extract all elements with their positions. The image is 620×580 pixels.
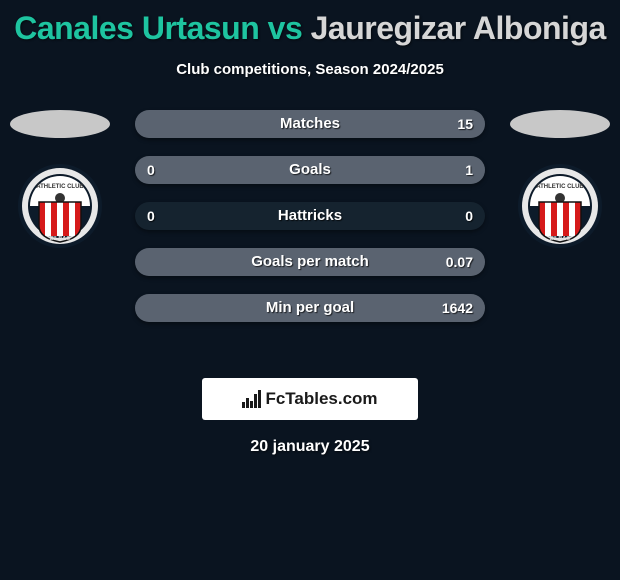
vs-separator: vs <box>259 10 310 46</box>
watermark-badge: FcTables.com <box>202 378 418 420</box>
stat-label: Hattricks <box>135 202 485 230</box>
stat-value-right: 15 <box>457 110 473 138</box>
stat-row: Goals0 1 <box>135 156 485 184</box>
player1-name: Canales Urtasun <box>14 10 259 46</box>
stat-value-right: 0 <box>465 202 473 230</box>
player1-avatar-placeholder <box>10 110 110 138</box>
player2-avatar-placeholder <box>510 110 610 138</box>
stat-value-right: 0.07 <box>446 248 473 276</box>
stat-value-left: 0 <box>147 202 155 230</box>
stat-value-right: 1 <box>465 156 473 184</box>
svg-text:BILBAO: BILBAO <box>49 236 71 242</box>
svg-text:ATHLETIC CLUB: ATHLETIC CLUB <box>536 184 584 190</box>
page-title: Canales Urtasun vs Jauregizar Alboniga <box>0 0 620 47</box>
stat-row: Matches15 <box>135 110 485 138</box>
player1-club-crest: ATHLETIC CLUB BILBAO <box>18 164 102 248</box>
stat-row: Hattricks0 0 <box>135 202 485 230</box>
stat-row: Goals per match0.07 <box>135 248 485 276</box>
stat-rows: Matches15Goals01Hattricks00Goals per mat… <box>135 110 485 340</box>
stat-label: Goals per match <box>135 248 485 276</box>
player2-name: Jauregizar Alboniga <box>311 10 606 46</box>
barchart-icon <box>242 390 261 408</box>
stat-row: Min per goal1642 <box>135 294 485 322</box>
svg-text:BILBAO: BILBAO <box>549 236 571 242</box>
watermark-text: FcTables.com <box>265 389 377 409</box>
stat-label: Goals <box>135 156 485 184</box>
stat-value-right: 1642 <box>442 294 473 322</box>
subtitle: Club competitions, Season 2024/2025 <box>0 61 620 78</box>
player2-club-crest: ATHLETIC CLUB BILBAO <box>518 164 602 248</box>
stat-label: Min per goal <box>135 294 485 322</box>
stat-value-left: 0 <box>147 156 155 184</box>
stat-label: Matches <box>135 110 485 138</box>
snapshot-date: 20 january 2025 <box>0 438 620 456</box>
svg-text:ATHLETIC CLUB: ATHLETIC CLUB <box>36 184 84 190</box>
comparison-area: ATHLETIC CLUB BILBAO ATHLETIC CLUB BILBA… <box>0 110 620 360</box>
